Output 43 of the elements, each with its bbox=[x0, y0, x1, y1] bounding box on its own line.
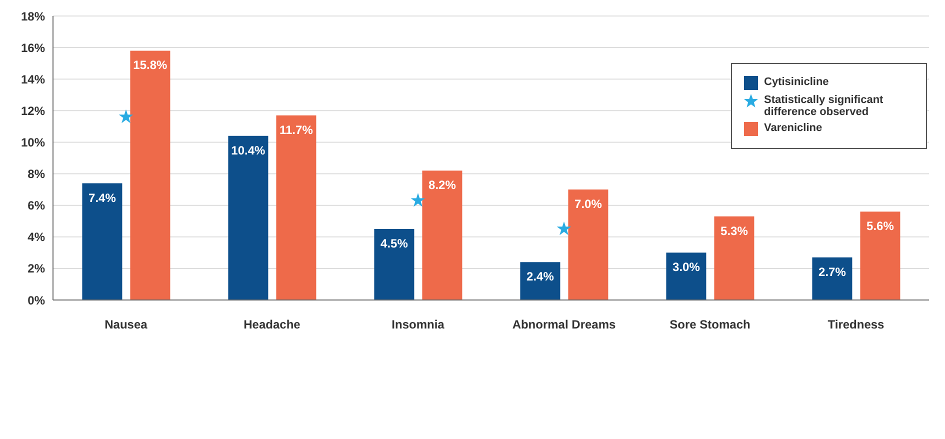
bar bbox=[568, 190, 608, 300]
y-tick-label: 18% bbox=[20, 9, 46, 24]
bar bbox=[812, 257, 852, 300]
data-label: 3.0% bbox=[672, 260, 700, 274]
y-tick-label: 4% bbox=[28, 230, 46, 244]
y-tick-label: 8% bbox=[28, 167, 46, 182]
legend-label: Cytisinicline bbox=[764, 76, 829, 88]
x-tick-label: Abnormal Dreams bbox=[512, 318, 616, 332]
x-tick-label: Sore Stomach bbox=[670, 318, 750, 332]
y-tick-label: 2% bbox=[28, 262, 46, 276]
y-tick-label: 0% bbox=[28, 293, 46, 308]
data-label: 5.6% bbox=[866, 219, 894, 234]
data-label: 7.4% bbox=[88, 190, 116, 205]
data-label: 5.3% bbox=[720, 224, 748, 238]
bar bbox=[714, 216, 754, 300]
legend-label: Varenicline bbox=[764, 122, 822, 134]
y-tick-label: 14% bbox=[20, 72, 46, 86]
bar bbox=[860, 212, 900, 300]
y-tick-label: 10% bbox=[20, 135, 46, 150]
y-tick-label: 16% bbox=[20, 40, 46, 55]
bar bbox=[520, 262, 560, 300]
y-tick-label: 12% bbox=[20, 104, 46, 118]
data-label: 7.0% bbox=[574, 197, 602, 212]
legend-label: Statistically significant difference observed bbox=[764, 94, 884, 118]
data-label: 4.5% bbox=[380, 236, 408, 251]
bar bbox=[228, 136, 268, 300]
data-label: 15.8% bbox=[133, 58, 168, 72]
x-tick-label: Headache bbox=[244, 318, 301, 332]
bar bbox=[276, 115, 316, 300]
bar bbox=[422, 170, 462, 300]
x-tick-label: Insomnia bbox=[392, 318, 445, 332]
data-label: 2.4% bbox=[526, 270, 554, 284]
bar bbox=[666, 252, 706, 300]
data-label: 11.7% bbox=[280, 122, 314, 137]
data-label: 2.7% bbox=[818, 264, 846, 279]
bar bbox=[374, 229, 414, 300]
x-tick-label: Nausea bbox=[104, 318, 148, 332]
data-label: 10.4% bbox=[231, 143, 266, 158]
data-label: 8.2% bbox=[428, 178, 456, 192]
bar bbox=[82, 183, 122, 300]
x-tick-label: Tiredness bbox=[828, 318, 885, 332]
bar bbox=[130, 50, 170, 300]
y-tick-label: 6% bbox=[28, 198, 46, 213]
